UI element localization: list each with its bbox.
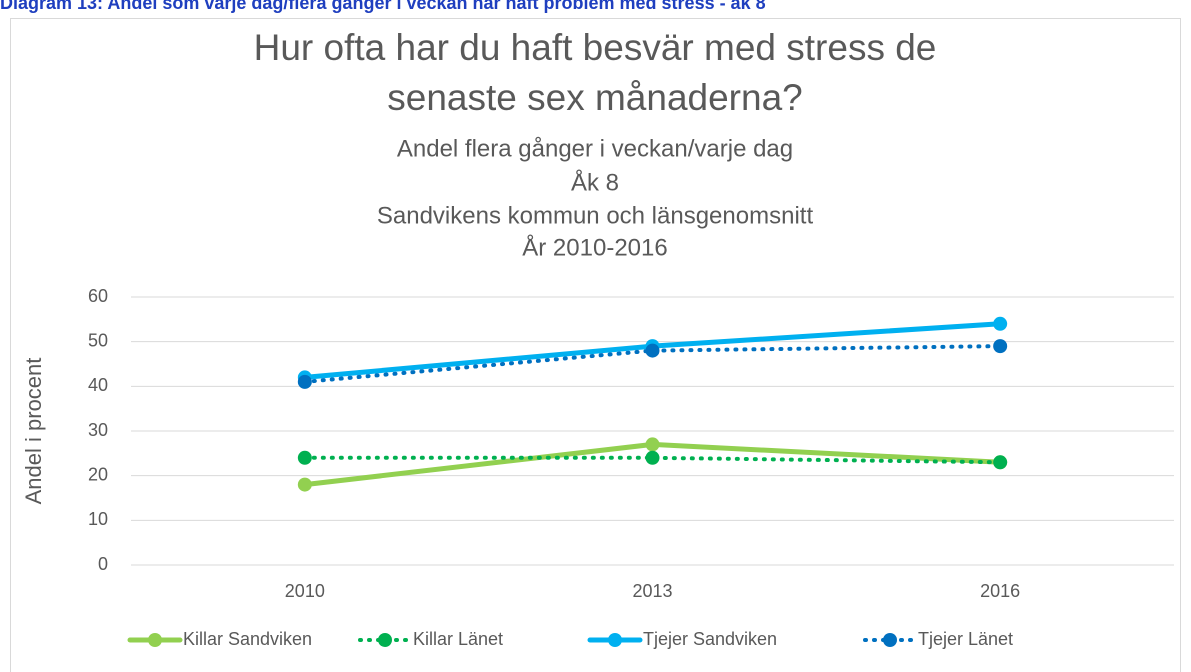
y-tick-label: 20 bbox=[88, 464, 108, 484]
chart-title: Hur ofta har du haft besvär med stress d… bbox=[254, 27, 937, 68]
chart-frame bbox=[10, 18, 1181, 672]
data-point bbox=[993, 316, 1008, 331]
x-tick-label: 2013 bbox=[632, 581, 672, 601]
chart-subtitle: Åk 8 bbox=[571, 168, 619, 196]
data-point bbox=[297, 450, 312, 465]
chart-subtitle: Andel flera gånger i veckan/varje dag bbox=[397, 135, 793, 162]
y-tick-label: 30 bbox=[88, 420, 108, 440]
data-point bbox=[993, 339, 1008, 354]
legend-marker bbox=[608, 633, 622, 647]
y-tick-label: 40 bbox=[88, 375, 108, 395]
legend-marker bbox=[378, 633, 392, 647]
y-tick-label: 10 bbox=[88, 509, 108, 529]
y-axis-label: Andel i procent bbox=[21, 358, 46, 505]
legend-label: Killar Sandviken bbox=[183, 629, 312, 649]
legend-label: Tjejer Sandviken bbox=[643, 629, 777, 649]
x-tick-label: 2016 bbox=[980, 581, 1020, 601]
chart-subtitle: Sandvikens kommun och länsgenomsnitt bbox=[377, 202, 814, 229]
y-tick-label: 60 bbox=[88, 286, 108, 306]
legend-label: Killar Länet bbox=[413, 629, 503, 649]
data-point bbox=[645, 437, 660, 452]
legend-label: Tjejer Länet bbox=[918, 629, 1013, 649]
data-point bbox=[645, 343, 660, 358]
chart-title: senaste sex månaderna? bbox=[387, 77, 803, 118]
y-tick-label: 50 bbox=[88, 330, 108, 350]
data-point bbox=[297, 477, 312, 492]
y-tick-label: 0 bbox=[98, 554, 108, 574]
chart-subtitle: År 2010-2016 bbox=[522, 233, 667, 261]
series-line bbox=[302, 455, 1003, 465]
data-point bbox=[645, 450, 660, 465]
data-point bbox=[297, 374, 312, 389]
header: Diagram 13: Andel som varje dag/flera gå… bbox=[0, 0, 766, 13]
data-point bbox=[993, 455, 1008, 470]
legend-marker bbox=[148, 633, 162, 647]
legend-marker bbox=[883, 633, 897, 647]
x-tick-label: 2010 bbox=[285, 581, 325, 601]
